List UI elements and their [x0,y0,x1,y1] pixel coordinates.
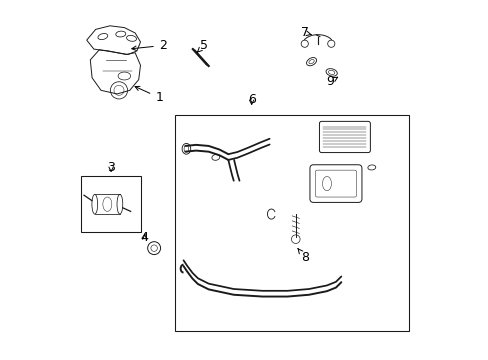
Text: 8: 8 [297,248,308,264]
Bar [174,116,408,330]
Text: 1: 1 [135,86,163,104]
Text: 2: 2 [132,39,166,52]
Text: 9: 9 [326,75,337,88]
Text: 5: 5 [197,39,208,52]
Text: 6: 6 [247,93,255,106]
Text: 7: 7 [300,27,311,40]
Bar [81,176,140,232]
Text: 3: 3 [107,161,115,174]
Text: 4: 4 [141,231,148,244]
